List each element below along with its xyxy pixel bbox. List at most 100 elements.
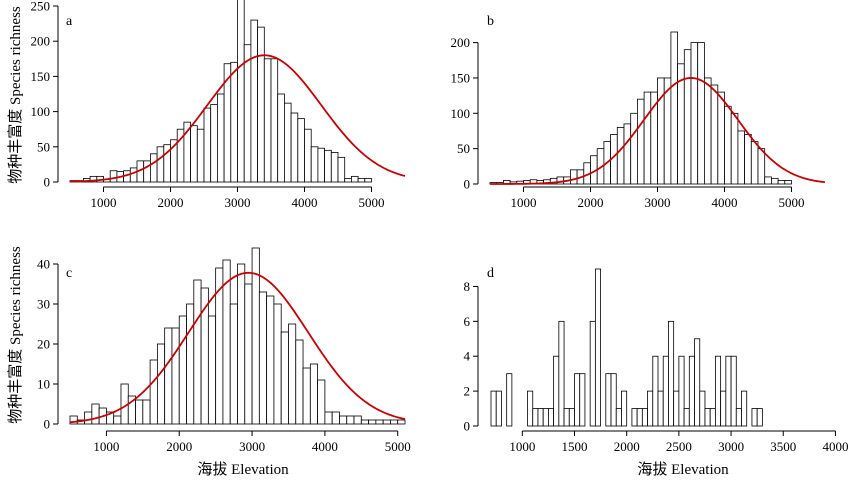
histogram-bar-b-19 — [616, 127, 625, 185]
histogram-bar-d-7 — [527, 390, 534, 427]
y-tick-label-c-2: 20 — [37, 337, 50, 352]
histogram-bar-d-8 — [532, 408, 539, 427]
histogram-bar-c-14 — [171, 327, 180, 425]
histogram-bar-c-15 — [178, 315, 187, 425]
histogram-bar-c-45 — [397, 419, 406, 425]
x-tick-label-b-2: 3000 — [645, 195, 671, 210]
histogram-bar-c-19 — [207, 315, 217, 425]
y-tick-label-b-2: 100 — [451, 106, 471, 121]
histogram-bar-d-10 — [542, 408, 549, 427]
x-tick-label-c-3: 4000 — [312, 439, 338, 454]
x-tick-label-a-2: 3000 — [225, 195, 251, 210]
histogram-bar-c-9 — [135, 399, 144, 425]
histogram-bar-c-40 — [360, 419, 369, 425]
y-tick-label-b-3: 150 — [451, 70, 471, 85]
y-tick-label-a-3: 150 — [31, 69, 51, 84]
histogram-bar-b-33 — [710, 84, 719, 185]
x-tick-label-a-3: 4000 — [292, 195, 318, 210]
histogram-bar-b-34 — [717, 91, 725, 185]
histogram-bar-a-43 — [357, 178, 366, 183]
y-tick-label-a-0: 0 — [44, 175, 51, 190]
y-tick-label-a-4: 200 — [31, 34, 51, 49]
histogram-bar-d-27 — [631, 408, 638, 427]
histogram-bar-c-2 — [84, 411, 93, 425]
y-tick-label-c-1: 10 — [37, 377, 50, 392]
histogram-bar-d-41 — [704, 408, 711, 427]
histogram-bar-d-9 — [537, 408, 544, 427]
histogram-bar-d-51 — [756, 408, 763, 427]
histogram-bar-a-25 — [237, 0, 245, 183]
histogram-bar-b-31 — [697, 42, 705, 185]
histogram-bar-b-44 — [784, 180, 792, 185]
fit-curve-c — [69, 271, 406, 424]
y-tick-label-c-0: 0 — [44, 417, 51, 432]
histogram-bar-d-44 — [720, 390, 727, 427]
x-tick-label-c-2: 3000 — [239, 439, 265, 454]
histogram-bar-d-3 — [506, 373, 513, 427]
histogram-bar-a-12 — [149, 153, 158, 183]
y-tick-label-d-3: 6 — [464, 314, 471, 329]
histogram-bar-a-42 — [350, 175, 359, 183]
histogram-bar-b-22 — [637, 98, 645, 185]
histogram-bar-b-20 — [623, 123, 632, 185]
histogram-bar-d-47 — [735, 408, 742, 427]
histogram-bar-c-41 — [368, 419, 377, 425]
x-tick-label-a-4: 5000 — [359, 195, 385, 210]
y-tick-label-b-1: 50 — [457, 141, 470, 156]
histogram-bar-d-43 — [715, 355, 722, 427]
panel-label-d: d — [487, 266, 494, 281]
histogram-bar-d-24 — [615, 408, 622, 427]
y-tick-label-d-4: 8 — [464, 279, 471, 294]
histogram-bar-d-23 — [610, 373, 617, 427]
histogram-bar-a-36 — [310, 146, 319, 183]
histogram-bar-d-46 — [730, 355, 737, 427]
histogram-bar-a-33 — [290, 112, 299, 183]
histogram-bar-a-29 — [263, 58, 272, 183]
histogram-bar-d-1 — [495, 390, 502, 427]
histogram-bar-d-40 — [699, 390, 706, 427]
x-tick-label-b-1: 2000 — [578, 195, 604, 210]
histogram-bar-d-28 — [636, 408, 643, 427]
histogram-bar-a-30 — [270, 58, 279, 183]
histogram-bar-c-16 — [186, 303, 195, 425]
histogram-bar-c-39 — [353, 415, 362, 425]
histogram-bar-d-12 — [553, 355, 560, 427]
x-axis-title-right: 海拔 Elevation — [637, 461, 729, 478]
histogram-bar-a-37 — [317, 147, 325, 183]
histogram-bar-a-41 — [344, 178, 352, 183]
histogram-bar-d-29 — [641, 408, 648, 427]
histogram-bar-a-39 — [330, 152, 339, 183]
histogram-bar-c-12 — [156, 343, 166, 425]
histogram-bar-c-35 — [324, 411, 333, 425]
y-tick-label-d-0: 0 — [464, 419, 471, 434]
histogram-bar-c-36 — [331, 411, 340, 425]
histogram-bar-d-50 — [751, 408, 758, 427]
histogram-bar-c-32 — [302, 367, 311, 425]
histogram-bar-a-38 — [324, 149, 332, 183]
histogram-bar-b-12 — [570, 169, 578, 185]
histogram-bar-a-26 — [243, 44, 252, 183]
histogram-bar-d-32 — [657, 390, 664, 427]
histogram-bar-b-30 — [690, 42, 699, 185]
histogram-bar-d-36 — [678, 355, 685, 427]
histogram-bar-c-27 — [266, 295, 275, 425]
panel-a: 1000 2000 3000 4000 5000 0 50 100 150 200 250 a — [31, 0, 406, 210]
histogram-bar-c-13 — [164, 327, 173, 425]
histogram-bar-c-34 — [317, 379, 326, 425]
histogram-bar-d-45 — [725, 355, 732, 427]
histogram-bar-b-41 — [764, 176, 772, 185]
histogram-bar-c-6 — [113, 415, 122, 425]
histogram-bar-c-11 — [149, 359, 158, 425]
histogram-bar-a-27 — [250, 19, 258, 183]
histogram-bar-c-3 — [91, 403, 100, 425]
histogram-bar-d-14 — [563, 408, 570, 427]
y-tick-label-a-5: 250 — [31, 0, 51, 14]
histogram-bar-b-37 — [737, 130, 746, 185]
histogram-bar-b-35 — [724, 105, 732, 185]
x-tick-label-d-4: 3000 — [718, 439, 744, 454]
histogram-bar-d-39 — [694, 338, 701, 427]
y-tick-label-b-0: 0 — [464, 177, 471, 192]
x-axis-title-left: 海拔 Elevation — [197, 461, 289, 478]
histogram-bar-a-35 — [304, 128, 312, 183]
x-tick-label-d-1: 1500 — [562, 439, 588, 454]
